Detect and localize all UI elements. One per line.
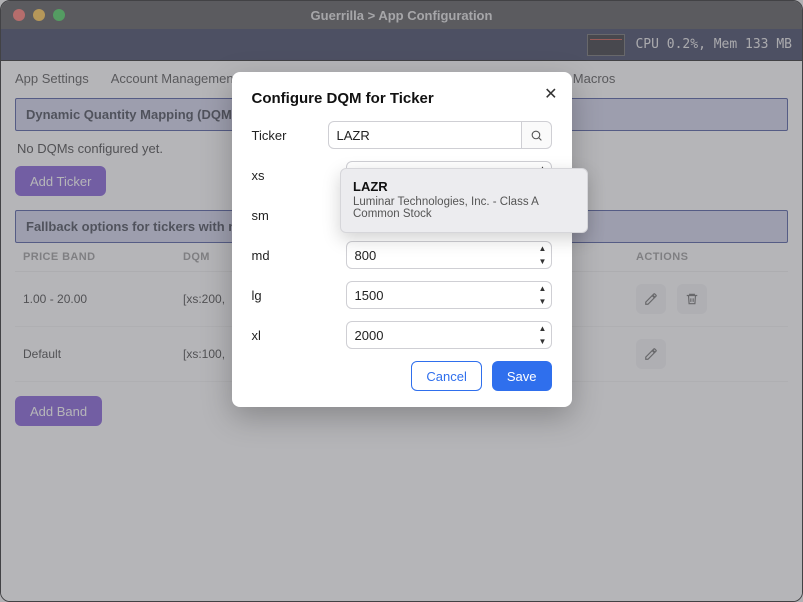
chevron-down-icon: ▼ <box>535 295 551 308</box>
chevron-up-icon: ▲ <box>535 282 551 295</box>
modal-close-button[interactable]: ✕ <box>544 84 557 104</box>
md-input[interactable] <box>346 241 552 269</box>
form-row-md: md ▲▼ <box>252 241 552 269</box>
modal-overlay[interactable]: ✕ Configure DQM for Ticker Ticker xs <box>0 0 803 602</box>
ticker-search-button[interactable] <box>522 121 552 149</box>
cancel-button[interactable]: Cancel <box>411 361 481 391</box>
autocomplete-description: Luminar Technologies, Inc. - Class A Com… <box>353 196 573 220</box>
modal-title: Configure DQM for Ticker <box>252 90 552 107</box>
lg-spinner[interactable]: ▲▼ <box>535 282 551 308</box>
save-button[interactable]: Save <box>492 361 552 391</box>
close-icon: ✕ <box>544 86 557 103</box>
autocomplete-item[interactable]: LAZR Luminar Technologies, Inc. - Class … <box>341 175 587 226</box>
form-row-xl: xl ▲▼ <box>252 321 552 349</box>
chevron-up-icon: ▲ <box>535 322 551 335</box>
ticker-search-group <box>328 121 552 149</box>
configure-dqm-modal: ✕ Configure DQM for Ticker Ticker xs <box>232 72 572 407</box>
ticker-input[interactable] <box>328 121 522 149</box>
xl-input[interactable] <box>346 321 552 349</box>
chevron-up-icon: ▲ <box>535 242 551 255</box>
ticker-label: Ticker <box>252 128 328 143</box>
ticker-autocomplete-dropdown: LAZR Luminar Technologies, Inc. - Class … <box>340 168 588 233</box>
chevron-down-icon: ▼ <box>535 335 551 348</box>
size-label: xl <box>252 328 346 343</box>
form-row-lg: lg ▲▼ <box>252 281 552 309</box>
modal-actions: Cancel Save <box>252 361 552 391</box>
size-label: md <box>252 248 346 263</box>
form-row-ticker: Ticker <box>252 121 552 149</box>
search-icon <box>530 129 543 142</box>
autocomplete-symbol: LAZR <box>353 179 575 194</box>
lg-input[interactable] <box>346 281 552 309</box>
xl-spinner[interactable]: ▲▼ <box>535 322 551 348</box>
size-label: sm <box>252 208 346 223</box>
size-label: lg <box>252 288 346 303</box>
chevron-down-icon: ▼ <box>535 255 551 268</box>
md-spinner[interactable]: ▲▼ <box>535 242 551 268</box>
size-label: xs <box>252 168 346 183</box>
